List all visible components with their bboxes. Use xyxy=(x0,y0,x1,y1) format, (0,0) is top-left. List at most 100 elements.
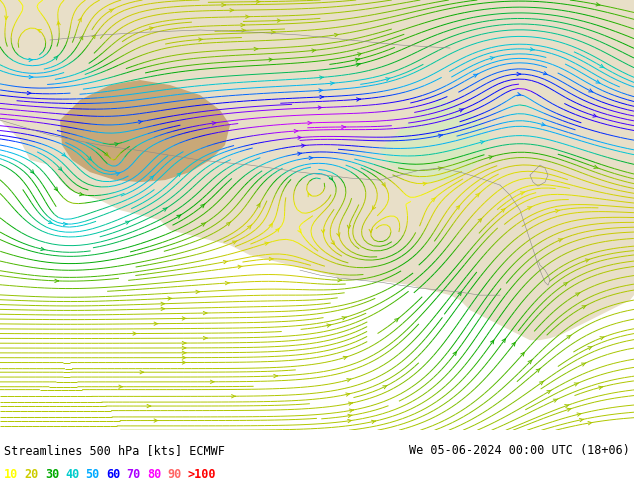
FancyArrowPatch shape xyxy=(490,57,495,60)
FancyArrowPatch shape xyxy=(528,360,533,364)
FancyArrowPatch shape xyxy=(245,15,249,18)
FancyArrowPatch shape xyxy=(298,229,301,233)
FancyArrowPatch shape xyxy=(567,408,571,412)
FancyArrowPatch shape xyxy=(276,228,279,232)
Text: 30: 30 xyxy=(45,468,59,481)
FancyArrowPatch shape xyxy=(349,402,353,405)
Text: 10: 10 xyxy=(4,468,18,481)
FancyArrowPatch shape xyxy=(540,381,544,385)
FancyArrowPatch shape xyxy=(257,203,260,207)
FancyArrowPatch shape xyxy=(453,352,456,356)
Text: 40: 40 xyxy=(65,468,79,481)
FancyArrowPatch shape xyxy=(541,122,545,126)
FancyArrowPatch shape xyxy=(126,221,130,224)
FancyArrowPatch shape xyxy=(30,170,34,173)
FancyArrowPatch shape xyxy=(27,92,31,95)
FancyArrowPatch shape xyxy=(41,247,45,250)
FancyArrowPatch shape xyxy=(177,215,181,218)
FancyArrowPatch shape xyxy=(182,346,186,349)
FancyArrowPatch shape xyxy=(182,351,186,354)
FancyArrowPatch shape xyxy=(177,172,181,176)
FancyArrowPatch shape xyxy=(277,19,281,22)
FancyArrowPatch shape xyxy=(231,394,235,398)
FancyArrowPatch shape xyxy=(63,222,67,226)
FancyArrowPatch shape xyxy=(358,53,362,56)
FancyArrowPatch shape xyxy=(521,192,525,195)
FancyArrowPatch shape xyxy=(320,96,324,98)
Text: >100: >100 xyxy=(188,468,216,481)
FancyArrowPatch shape xyxy=(423,182,427,185)
FancyArrowPatch shape xyxy=(38,29,41,32)
FancyArrowPatch shape xyxy=(54,187,58,191)
Polygon shape xyxy=(540,135,580,175)
Text: 60: 60 xyxy=(106,468,120,481)
FancyArrowPatch shape xyxy=(558,239,562,242)
FancyArrowPatch shape xyxy=(517,93,521,96)
FancyArrowPatch shape xyxy=(349,409,353,412)
FancyArrowPatch shape xyxy=(115,143,119,146)
FancyArrowPatch shape xyxy=(222,3,226,6)
FancyArrowPatch shape xyxy=(225,281,230,285)
FancyArrowPatch shape xyxy=(565,405,569,408)
FancyArrowPatch shape xyxy=(355,58,359,62)
FancyArrowPatch shape xyxy=(48,220,53,223)
FancyArrowPatch shape xyxy=(57,22,60,25)
Text: We 05-06-2024 00:00 UTC (18+06): We 05-06-2024 00:00 UTC (18+06) xyxy=(409,444,630,457)
FancyArrowPatch shape xyxy=(256,0,260,3)
FancyArrowPatch shape xyxy=(62,153,67,157)
FancyArrowPatch shape xyxy=(576,293,580,296)
Polygon shape xyxy=(0,0,634,340)
FancyArrowPatch shape xyxy=(431,197,436,201)
FancyArrowPatch shape xyxy=(238,265,242,269)
FancyArrowPatch shape xyxy=(163,208,167,211)
FancyArrowPatch shape xyxy=(547,390,552,393)
FancyArrowPatch shape xyxy=(372,420,375,423)
FancyArrowPatch shape xyxy=(588,89,593,92)
FancyArrowPatch shape xyxy=(512,343,515,346)
FancyArrowPatch shape xyxy=(598,386,603,390)
FancyArrowPatch shape xyxy=(555,209,559,213)
FancyArrowPatch shape xyxy=(536,368,540,372)
FancyArrowPatch shape xyxy=(394,318,399,322)
FancyArrowPatch shape xyxy=(329,176,333,180)
FancyArrowPatch shape xyxy=(489,156,493,159)
FancyArrowPatch shape xyxy=(337,233,340,236)
FancyArrowPatch shape xyxy=(138,121,143,123)
FancyArrowPatch shape xyxy=(348,414,352,417)
FancyArrowPatch shape xyxy=(383,386,387,389)
FancyArrowPatch shape xyxy=(527,207,532,210)
FancyArrowPatch shape xyxy=(582,305,586,309)
FancyArrowPatch shape xyxy=(168,297,172,300)
Text: 90: 90 xyxy=(167,468,181,481)
FancyArrowPatch shape xyxy=(458,292,462,295)
FancyArrowPatch shape xyxy=(182,342,186,345)
FancyArrowPatch shape xyxy=(596,80,600,83)
FancyArrowPatch shape xyxy=(79,193,84,196)
FancyArrowPatch shape xyxy=(581,363,586,366)
FancyArrowPatch shape xyxy=(385,78,390,81)
FancyArrowPatch shape xyxy=(343,356,347,360)
FancyArrowPatch shape xyxy=(459,109,463,112)
FancyArrowPatch shape xyxy=(254,48,258,50)
FancyArrowPatch shape xyxy=(230,9,234,12)
Polygon shape xyxy=(380,100,490,182)
FancyArrowPatch shape xyxy=(588,346,592,350)
FancyArrowPatch shape xyxy=(29,58,33,62)
FancyArrowPatch shape xyxy=(481,141,484,144)
FancyArrowPatch shape xyxy=(269,257,273,261)
FancyArrowPatch shape xyxy=(308,193,311,197)
FancyArrowPatch shape xyxy=(474,74,478,77)
FancyArrowPatch shape xyxy=(88,157,91,160)
FancyArrowPatch shape xyxy=(346,393,350,396)
Text: 80: 80 xyxy=(147,468,161,481)
FancyArrowPatch shape xyxy=(196,290,200,294)
FancyArrowPatch shape xyxy=(78,18,81,22)
FancyArrowPatch shape xyxy=(308,122,312,124)
FancyArrowPatch shape xyxy=(330,82,334,85)
FancyArrowPatch shape xyxy=(161,307,165,311)
FancyArrowPatch shape xyxy=(347,379,351,382)
FancyArrowPatch shape xyxy=(204,311,207,315)
FancyArrowPatch shape xyxy=(319,89,323,92)
FancyArrowPatch shape xyxy=(438,167,443,170)
FancyArrowPatch shape xyxy=(54,55,58,60)
